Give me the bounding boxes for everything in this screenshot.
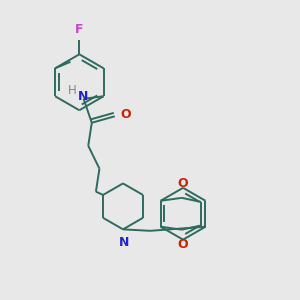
Text: O: O: [177, 177, 188, 190]
Text: F: F: [75, 23, 84, 36]
Text: H: H: [68, 84, 77, 97]
Text: O: O: [177, 238, 188, 251]
Text: N: N: [78, 90, 89, 103]
Text: N: N: [119, 236, 130, 249]
Text: O: O: [120, 108, 131, 121]
